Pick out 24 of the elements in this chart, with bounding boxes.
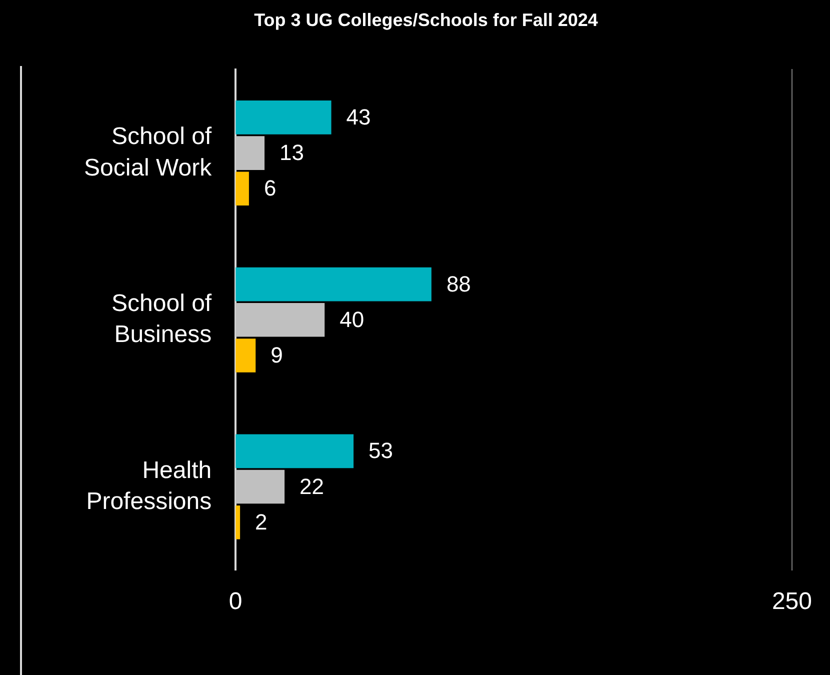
data-label: 13	[280, 140, 304, 166]
data-label: 40	[340, 306, 364, 332]
bar	[236, 338, 256, 372]
bar	[236, 267, 432, 302]
data-label: 53	[368, 438, 394, 464]
data-label: 2	[255, 509, 268, 534]
data-label: 9	[270, 342, 283, 368]
data-label: 22	[300, 474, 324, 499]
data-label: 6	[264, 176, 276, 201]
bar	[236, 505, 240, 540]
bar	[236, 136, 265, 170]
y-tick-label: Health Professions	[86, 456, 212, 515]
x-tick-label: 250	[772, 588, 812, 616]
data-label: 88	[446, 271, 471, 296]
bar	[236, 470, 285, 504]
bar	[236, 100, 332, 134]
y-tick-label: School of Business	[112, 290, 212, 348]
bar	[236, 434, 354, 468]
chart-title: Top 3 UG Colleges/Schools for Fall 2024	[254, 10, 598, 30]
bar	[236, 172, 249, 206]
bar	[236, 302, 325, 337]
data-label: 43	[346, 104, 371, 130]
y-tick-label: School of Social Work	[84, 123, 213, 182]
x-tick-label: 0	[228, 588, 242, 616]
